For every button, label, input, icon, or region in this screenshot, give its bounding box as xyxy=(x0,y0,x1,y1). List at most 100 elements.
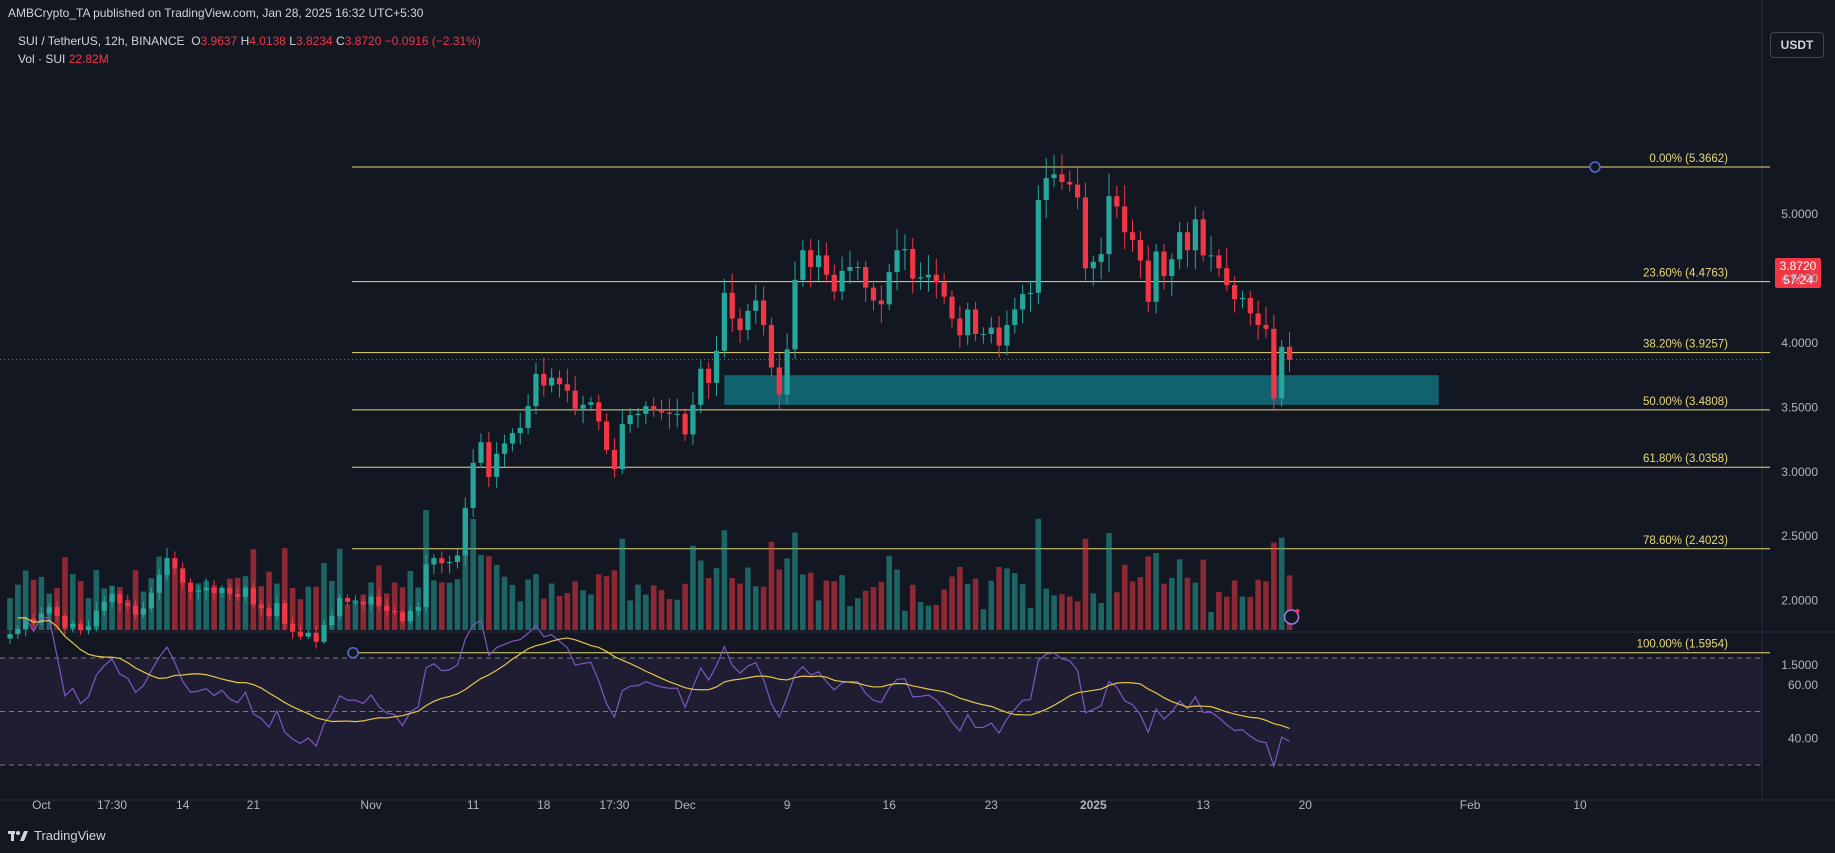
candle-body xyxy=(1263,324,1269,329)
volume-bar xyxy=(1247,596,1254,630)
candle-body xyxy=(1122,206,1128,233)
candle-body xyxy=(439,558,445,564)
volume-bar xyxy=(399,587,406,630)
x-tick-label: 23 xyxy=(985,798,999,812)
candle-body xyxy=(101,601,107,611)
volume-bar xyxy=(988,580,995,630)
change-value: −0.0916 (−2.31%) xyxy=(384,34,481,48)
tradingview-brand[interactable]: TradingView xyxy=(8,828,106,843)
volume-bar xyxy=(894,569,900,630)
candle-body xyxy=(195,590,201,592)
candle-body xyxy=(501,443,508,454)
alert-dot-icon xyxy=(1295,609,1300,613)
volume-bar xyxy=(1278,537,1285,630)
volume-bar xyxy=(1106,533,1112,630)
volume-bar xyxy=(627,600,633,630)
rsi-pane-bg xyxy=(0,632,1762,800)
low-label: L xyxy=(289,34,296,48)
candle-body xyxy=(133,605,139,615)
volume-bar xyxy=(336,548,343,630)
close-label: C xyxy=(336,34,345,48)
volume-bar xyxy=(815,600,822,630)
candle-body xyxy=(1114,196,1120,207)
volume-bar xyxy=(1051,595,1057,630)
volume-bar xyxy=(752,586,759,630)
volume-bar xyxy=(164,567,170,630)
volume-bar xyxy=(611,570,618,630)
candle-body xyxy=(588,402,594,405)
candle-body xyxy=(85,626,92,631)
volume-bar xyxy=(1035,518,1042,630)
candle-body xyxy=(30,618,37,623)
symbol-legend[interactable]: SUI / TetherUS, 12h, BINANCE O3.9637 H4.… xyxy=(18,34,481,48)
demand-zone xyxy=(724,375,1439,405)
currency-button[interactable]: USDT xyxy=(1770,32,1824,58)
candle-body xyxy=(957,318,963,336)
candle-body xyxy=(918,277,924,279)
volume-bar xyxy=(886,555,892,630)
fib-anchor-bottom xyxy=(347,646,359,659)
volume-bar xyxy=(792,532,798,630)
volume-bar xyxy=(329,581,335,630)
volume-bar xyxy=(1074,601,1081,630)
candle-body xyxy=(792,279,798,350)
volume-bar xyxy=(1161,583,1167,630)
candle-body xyxy=(580,404,586,409)
volume-bar xyxy=(132,570,139,630)
candle-body xyxy=(533,373,539,407)
volume-bar xyxy=(1176,559,1183,630)
x-tick-label: 13 xyxy=(1197,798,1211,812)
candle-body xyxy=(282,603,288,624)
volume-bar xyxy=(70,574,76,630)
volume-bar xyxy=(862,590,869,630)
rsi-legend[interactable]: RSI (14, close) 39.89 41.83 ∅ ∅ xyxy=(18,637,192,651)
volume-bar xyxy=(533,574,539,630)
volume-bar xyxy=(517,601,524,630)
candle-body xyxy=(1208,255,1214,257)
tradingview-logo-icon xyxy=(8,830,28,841)
volume-legend[interactable]: Vol · SUI 22.82M xyxy=(18,52,109,66)
candle-body xyxy=(274,603,280,617)
rsi-line xyxy=(17,617,1290,769)
volume-bar xyxy=(713,568,720,630)
y-tick-label: 1.5000 xyxy=(1781,658,1818,672)
volume-bar xyxy=(1255,579,1261,630)
candle-body xyxy=(1012,309,1018,325)
volume-bar xyxy=(1184,577,1191,630)
candle-body xyxy=(431,558,437,565)
volume-bar xyxy=(313,586,319,630)
volume-bar xyxy=(588,594,594,630)
candle-body xyxy=(823,255,829,275)
volume-bar xyxy=(305,586,312,630)
candle-body xyxy=(1169,259,1175,277)
candle-body xyxy=(242,587,249,597)
candle-body xyxy=(297,631,304,637)
candle-body xyxy=(1075,184,1081,198)
volume-bar xyxy=(22,570,29,630)
volume-bar xyxy=(219,591,225,630)
volume-bar xyxy=(376,565,382,630)
candle-body xyxy=(258,604,264,609)
volume-bar xyxy=(580,590,586,630)
symbol-name[interactable]: SUI / TetherUS, 12h, BINANCE xyxy=(18,34,185,48)
volume-bar xyxy=(38,576,45,630)
candle-body xyxy=(729,292,735,319)
x-tick-label: 14 xyxy=(176,798,190,812)
candle-body xyxy=(180,568,186,583)
candle-body xyxy=(721,292,727,351)
volume-bar xyxy=(195,583,202,630)
volume-bar xyxy=(1082,538,1089,630)
candle-body xyxy=(651,406,657,410)
candle-body xyxy=(1216,255,1222,269)
volume-bar xyxy=(902,610,908,630)
x-tick-label: Nov xyxy=(360,798,381,812)
volume-bar xyxy=(855,598,861,630)
rsi-extra-1: ∅ xyxy=(167,637,178,651)
candle-body xyxy=(38,613,44,623)
volume-bar xyxy=(234,577,241,630)
fib-level-label: 61.80% (3.0358) xyxy=(1643,453,1728,465)
volume-bar xyxy=(415,587,421,630)
volume-bar xyxy=(674,599,681,630)
x-tick-label: Oct xyxy=(32,798,51,812)
candle-body xyxy=(1145,260,1151,302)
